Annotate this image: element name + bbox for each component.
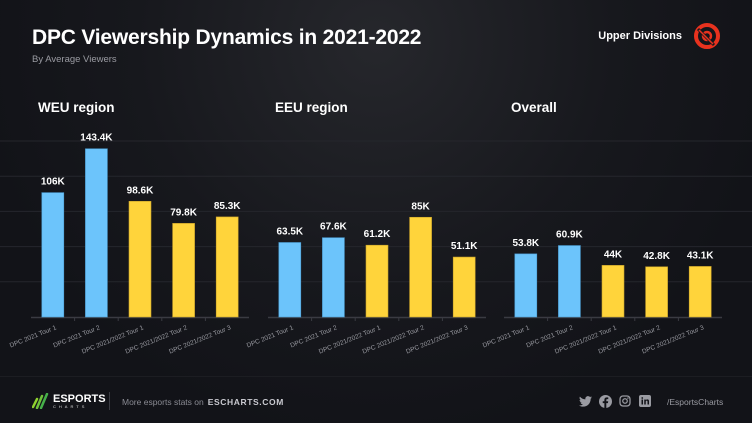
data-label: 67.6K [320,222,347,233]
bar-charts: WEU region 106K DPC 2021 Tour 1 143.4K DPC 2… [0,100,752,356]
x-tick-label: DPC 2021 Tour 1 [482,324,531,349]
more-stats-text: More esports stats on ESCHARTS.COM [122,397,284,407]
bar [41,192,65,318]
division-label: Upper Divisions [598,30,682,42]
data-label: 43.1K [687,250,714,261]
chart-title: DPC Viewership Dynamics in 2021-2022 [32,26,422,49]
x-tick-label: DPC 2021 Tour 1 [9,324,58,349]
data-label: 61.2K [364,229,391,240]
panel-title: WEU region [38,100,115,115]
bar [601,265,625,318]
instagram-icon[interactable] [618,394,632,408]
site-link[interactable]: ESCHARTS.COM [207,397,284,407]
twitter-icon[interactable] [578,394,592,408]
x-tick-label: DPC 2021 Tour 1 [246,324,295,349]
bar [514,253,538,318]
esports-charts-icon [32,393,49,409]
data-label: 79.8K [170,207,197,218]
chart-subtitle: By Average Viewers [32,54,117,65]
bar [322,237,345,318]
footer-divider [0,376,752,377]
social-links [578,394,652,408]
facebook-icon[interactable] [598,394,612,408]
panel-title: EEU region [275,100,348,115]
bar [558,245,581,318]
esports-charts-logo[interactable]: ESPORTS CHARTS [32,393,106,409]
data-label: 53.8K [512,238,539,249]
data-label: 44K [604,249,623,260]
data-label: 143.4K [80,133,113,144]
bar [278,242,302,318]
brand-name: ESPORTS [53,392,106,405]
linkedin-icon[interactable] [638,394,652,408]
social-handle[interactable]: /EsportsCharts [667,397,724,407]
data-label: 51.1K [451,241,478,252]
brand-subname: CHARTS [53,403,88,409]
data-label: 98.6K [127,185,154,196]
bar [365,244,389,318]
data-label: 42.8K [643,251,670,262]
bar [85,148,108,318]
footer-separator [109,392,110,410]
data-label: 85.3K [214,201,241,212]
data-label: 63.5K [276,226,303,237]
bar [409,216,432,318]
data-label: 85K [411,201,430,212]
data-label: 106K [41,177,66,188]
bar [172,223,195,318]
more-stats-label: More esports stats on [122,397,204,407]
dota-pro-circuit-logo-icon [694,23,720,49]
bar [688,266,712,318]
bar [215,216,239,318]
panel-title: Overall [511,100,557,115]
data-label: 60.9K [556,230,583,241]
bar [645,266,668,318]
bar [128,201,152,318]
bar [452,256,476,318]
